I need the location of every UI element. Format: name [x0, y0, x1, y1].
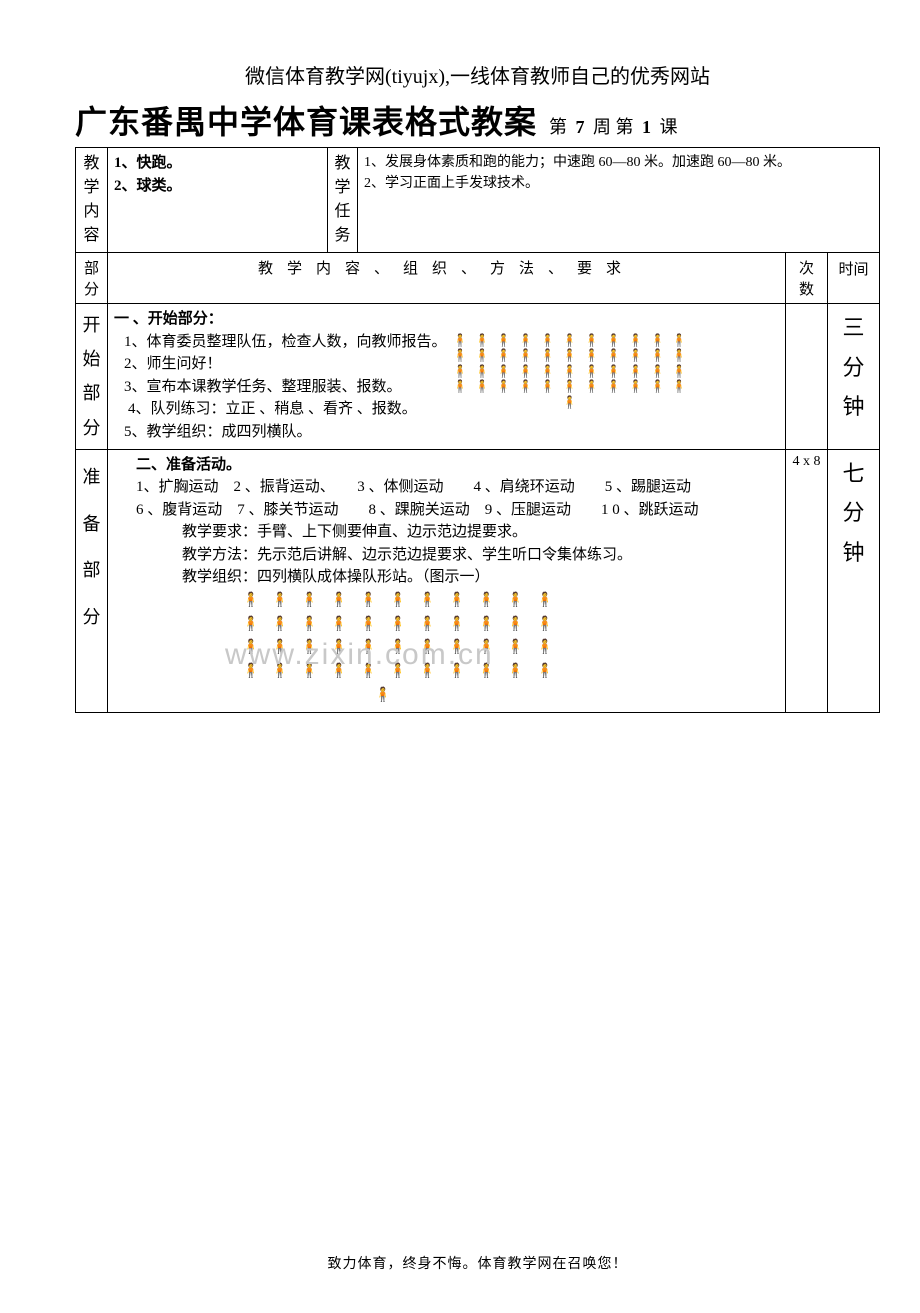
- label-prep-section: 准备部分: [76, 449, 108, 712]
- section1-line1: 1、体育委员整理队伍，检查人数，向教师报告。: [114, 331, 447, 354]
- label-teaching-task: 教学任务: [328, 148, 358, 253]
- table-row: 教学内容 1、快跑。 2、球类。 教学任务 1、发展身体素质和跑的能力；中速跑 …: [76, 148, 880, 253]
- section2-line3: 教学要求：手臂、上下侧要伸直、边示范边提要求。: [122, 521, 779, 544]
- lesson-number: 1: [638, 117, 655, 137]
- label-start-section: 开始部分: [76, 304, 108, 450]
- teaching-task-cell: 1、发展身体素质和跑的能力；中速跑 60—80 米。加速跑 60—80 米。 2…: [358, 148, 880, 253]
- section2-line1: 1、扩胸运动 2 、振背运动、 3 、体侧运动 4 、肩绕环运动 5 、踢腿运动: [122, 476, 779, 499]
- header-time: 时间: [828, 253, 880, 304]
- week-number: 7: [572, 117, 589, 137]
- formation-diagram-1: 🧍 🧍 🧍 🧍 🧍 🧍 🧍 🧍 🧍 🧍 🧍 🧍 🧍 🧍 🧍 🧍 🧍 🧍 🧍 🧍 …: [453, 331, 689, 444]
- page-footer: 致力体育，终身不悔。体育教学网在召唤您！: [75, 1253, 880, 1273]
- week-info: 第 7 周 第 1 课: [549, 117, 678, 137]
- lesson-table: 教学内容 1、快跑。 2、球类。 教学任务 1、发展身体素质和跑的能力；中速跑 …: [75, 148, 880, 713]
- section2-time: 七分钟: [828, 449, 880, 712]
- section1-line4: 4、队列练习：立正 、稍息 、看齐 、报数。: [114, 398, 447, 421]
- section1-line5: 5、教学组织：成四列横队。: [114, 421, 447, 444]
- content1-line1: 1、快跑。: [114, 152, 321, 175]
- prep-section-content: 二、准备活动。 1、扩胸运动 2 、振背运动、 3 、体侧运动 4 、肩绕环运动…: [108, 449, 786, 712]
- table-row: 准备部分 二、准备活动。 1、扩胸运动 2 、振背运动、 3 、体侧运动 4 、…: [76, 449, 880, 712]
- week-label-1: 第: [549, 117, 567, 137]
- header-content: 教学内容、组织、方法、要求: [108, 253, 786, 304]
- lesson-label: 课: [660, 117, 678, 137]
- site-header: 微信体育教学网(tiyujx),一线体育教师自己的优秀网站: [75, 60, 880, 89]
- section1-count: [786, 304, 828, 450]
- table-row: 开始部分 一 、开始部分： 1、体育委员整理队伍，检查人数，向教师报告。 2、师…: [76, 304, 880, 450]
- section1-line2: 2、师生问好！: [114, 353, 447, 376]
- main-title: 广东番禺中学体育课表格式教案: [75, 104, 537, 140]
- section2-title: 二、准备活动。: [122, 454, 779, 477]
- week-label-2: 周 第: [593, 117, 634, 137]
- header-count: 次数: [786, 253, 828, 304]
- section2-line5: 教学组织：四列横队成体操队形站。（图示一）: [122, 566, 779, 589]
- label-teaching-content: 教学内容: [76, 148, 108, 253]
- content2-line1: 1、发展身体素质和跑的能力；中速跑 60—80 米。加速跑 60—80 米。: [364, 152, 873, 173]
- content2-line2: 2、学习正面上手发球技术。: [364, 173, 873, 194]
- teaching-content-cell: 1、快跑。 2、球类。: [108, 148, 328, 253]
- start-section-content: 一 、开始部分： 1、体育委员整理队伍，检查人数，向教师报告。 2、师生问好！ …: [108, 304, 786, 450]
- section1-title: 一 、开始部分：: [114, 308, 779, 331]
- table-header-row: 部分 教学内容、组织、方法、要求 次数 时间: [76, 253, 880, 304]
- section2-line2: 6 、腹背运动 7 、膝关节运动 8 、踝腕关运动 9 、压腿运动 1 0 、跳…: [122, 499, 779, 522]
- section1-line3: 3、宣布本课教学任务、整理服装、报数。: [114, 376, 447, 399]
- section2-line4: 教学方法：先示范后讲解、边示范边提要求、学生听口令集体练习。: [122, 544, 779, 567]
- formation-diagram-2: 🧍🧍🧍🧍🧍🧍🧍🧍🧍🧍🧍 🧍🧍🧍🧍🧍🧍🧍🧍🧍🧍🧍 🧍🧍🧍🧍🧍🧍🧍🧍🧍🧍🧍 🧍🧍🧍🧍…: [122, 589, 779, 708]
- section1-time: 三分钟: [828, 304, 880, 450]
- content1-line2: 2、球类。: [114, 175, 321, 198]
- header-part: 部分: [76, 253, 108, 304]
- header-content-text: 教学内容、组织、方法、要求: [258, 261, 635, 277]
- title-row: 广东番禺中学体育课表格式教案 第 7 周 第 1 课: [75, 97, 880, 148]
- section2-count: 4 x 8: [786, 449, 828, 712]
